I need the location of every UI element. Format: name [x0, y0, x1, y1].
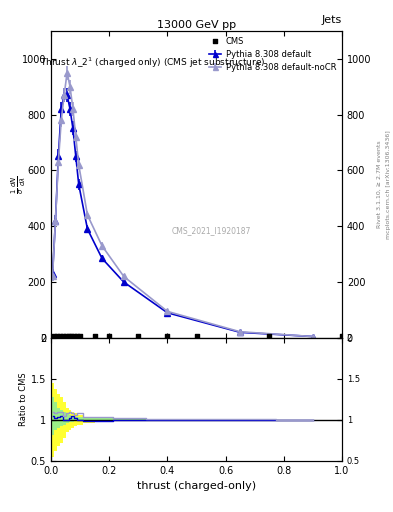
CMS	[68, 332, 75, 340]
Text: mcplots.cern.ch [arXiv:1306.3436]: mcplots.cern.ch [arXiv:1306.3436]	[386, 130, 391, 239]
Text: Jets: Jets	[321, 14, 342, 25]
CMS	[193, 332, 200, 340]
Y-axis label: Ratio to CMS: Ratio to CMS	[19, 373, 28, 426]
CMS	[62, 332, 69, 340]
CMS	[65, 332, 72, 340]
Legend: CMS, Pythia 8.308 default, Pythia 8.308 default-noCR: CMS, Pythia 8.308 default, Pythia 8.308 …	[207, 35, 338, 74]
X-axis label: thrust (charged-only): thrust (charged-only)	[137, 481, 256, 491]
CMS	[60, 332, 66, 340]
CMS	[51, 332, 57, 340]
Text: Rivet 3.1.10, ≥ 2.7M events: Rivet 3.1.10, ≥ 2.7M events	[377, 140, 382, 228]
CMS	[266, 332, 272, 340]
CMS	[135, 332, 141, 340]
CMS	[106, 332, 112, 340]
CMS	[57, 332, 63, 340]
Title: 13000 GeV pp: 13000 GeV pp	[157, 20, 236, 30]
CMS	[71, 332, 77, 340]
CMS	[74, 332, 81, 340]
CMS	[77, 332, 83, 340]
Y-axis label: $\frac{1}{\sigma}\,\frac{dN}{d\lambda}$: $\frac{1}{\sigma}\,\frac{dN}{d\lambda}$	[9, 175, 28, 194]
CMS	[54, 332, 60, 340]
CMS	[164, 332, 171, 340]
Text: CMS_2021_I1920187: CMS_2021_I1920187	[171, 226, 251, 235]
Text: Thrust $\lambda\_2^1$ (charged only) (CMS jet substructure): Thrust $\lambda\_2^1$ (charged only) (CM…	[40, 55, 266, 70]
CMS	[339, 332, 345, 340]
CMS	[92, 332, 98, 340]
